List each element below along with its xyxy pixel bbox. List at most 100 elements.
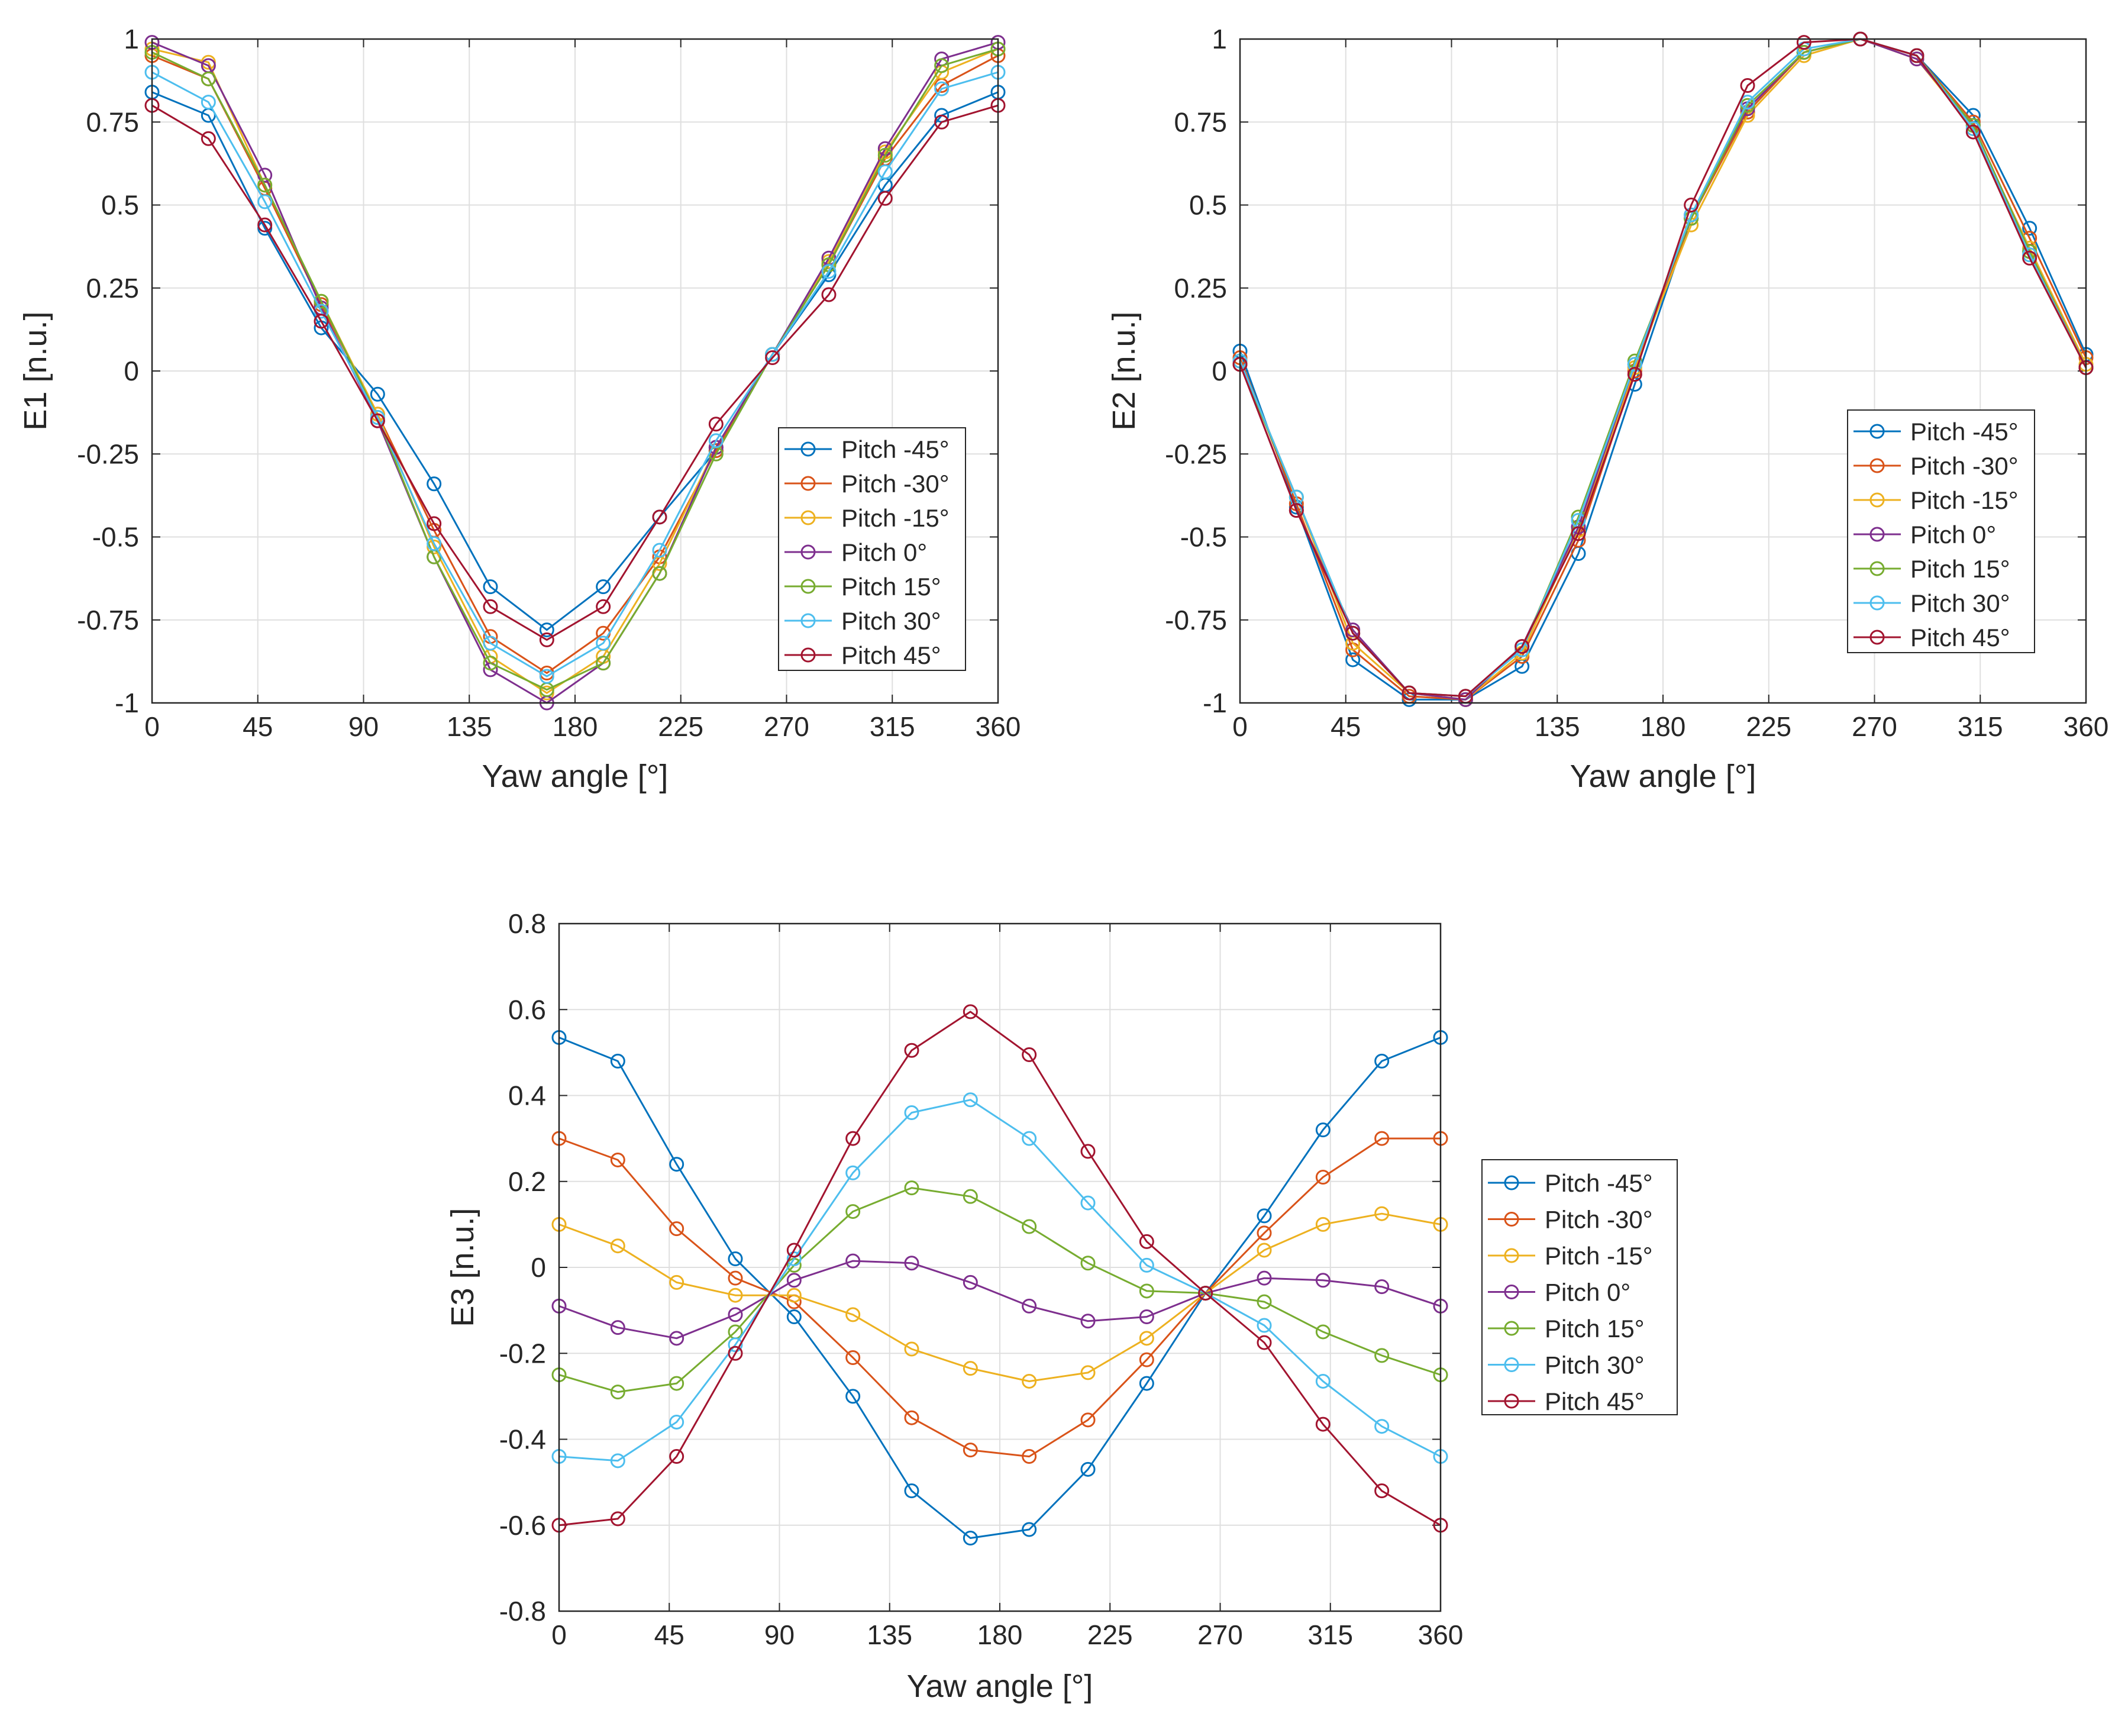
data-point <box>2022 250 2037 266</box>
data-point <box>728 1251 743 1266</box>
data-point <box>1374 1419 1390 1434</box>
data-point <box>786 1309 802 1325</box>
y-tick-label: 0.25 <box>1174 273 1227 304</box>
x-tick-label: 45 <box>243 711 273 742</box>
legend-marker <box>800 476 816 491</box>
y-tick-label: -0.6 <box>499 1510 546 1541</box>
data-point <box>904 1043 919 1058</box>
data-point <box>1022 1449 1037 1464</box>
legend-marker <box>800 613 816 628</box>
y-tick-label: -1 <box>115 688 139 718</box>
data-point <box>1374 1348 1390 1363</box>
data-point <box>1080 1314 1096 1329</box>
data-point <box>427 516 442 531</box>
data-point <box>596 599 611 614</box>
legend-marker <box>1869 630 1885 645</box>
x-tick-label: 90 <box>764 1619 795 1650</box>
chart-e1: 0 45 90 135 180 225 270 315 360 -1 -0.75 -0.5 -0.25 0… <box>18 24 1021 794</box>
legend-marker <box>1869 424 1885 439</box>
x-tick-label: 135 <box>867 1619 912 1650</box>
data-point <box>1402 685 1417 701</box>
legend-marker <box>1504 1285 1519 1299</box>
data-point <box>596 635 611 651</box>
legend-box <box>1481 1159 1678 1415</box>
legend-marker <box>1504 1393 1519 1409</box>
y-tick-label: -0.8 <box>499 1596 546 1627</box>
legend: Pitch -45° Pitch -30° Pitch -15° Pitch 0° Pi… <box>1847 409 2035 653</box>
data-point <box>845 1253 861 1269</box>
y-tick-label: 0.8 <box>508 908 546 939</box>
data-point <box>1374 1279 1390 1295</box>
data-point <box>1374 1053 1390 1069</box>
series-line <box>151 91 999 631</box>
data-point <box>257 217 273 233</box>
data-point <box>904 1341 919 1357</box>
y-tick-label: -0.5 <box>1180 522 1227 553</box>
y-tick-label: 0 <box>1212 356 1227 386</box>
data-point <box>1374 1131 1390 1146</box>
x-tick-label: 315 <box>1958 711 2003 742</box>
data-point <box>652 543 667 558</box>
data-point <box>821 264 837 279</box>
data-point <box>1022 1373 1037 1389</box>
data-point <box>963 1361 978 1376</box>
y-tick-label: -0.5 <box>92 522 139 553</box>
x-tick-label: 45 <box>1331 711 1361 742</box>
y-tick-label: 0.75 <box>86 107 139 137</box>
data-point <box>610 1385 625 1400</box>
x-tick-label: 225 <box>1746 711 1791 742</box>
legend-marker <box>800 544 816 560</box>
data-point <box>610 1453 625 1469</box>
y-tick-label: 0 <box>531 1252 546 1283</box>
data-point <box>877 147 893 163</box>
legend-label: Pitch 0° <box>1545 1279 1630 1306</box>
y-axis-label: E3 [n.u.] <box>445 1208 480 1327</box>
data-point <box>652 566 667 581</box>
data-point <box>904 1256 919 1271</box>
data-point <box>1080 1461 1096 1477</box>
data-point <box>539 669 554 684</box>
data-point <box>728 1307 743 1322</box>
data-point <box>1257 1225 1272 1241</box>
data-point <box>963 1274 978 1290</box>
x-tick-label: 90 <box>348 711 379 742</box>
data-point <box>483 656 498 671</box>
legend-marker <box>1869 527 1885 542</box>
data-point <box>610 1152 625 1167</box>
legend-box <box>1847 409 2035 653</box>
data-point <box>1315 1373 1331 1389</box>
series-line <box>1239 38 2087 698</box>
legend-label: Pitch 15° <box>841 573 941 601</box>
data-point <box>1627 367 1642 382</box>
y-tick-label: 0.2 <box>508 1166 546 1197</box>
data-point <box>786 1251 802 1266</box>
data-point <box>1684 198 1699 212</box>
series-line <box>558 1212 1441 1382</box>
x-tick-label: 135 <box>447 711 492 742</box>
x-tick-label: 270 <box>1197 1619 1243 1650</box>
y-tick-label: -0.75 <box>1165 605 1227 635</box>
x-tick-label: 0 <box>144 711 160 742</box>
data-point <box>1315 1217 1331 1232</box>
legend-label: Pitch 45° <box>841 641 941 669</box>
series-line <box>1239 38 2087 701</box>
series-line <box>151 48 999 691</box>
data-point <box>904 1483 919 1499</box>
x-tick-label: 0 <box>551 1619 567 1650</box>
legend-label: Pitch 45° <box>1910 624 2010 651</box>
data-point <box>652 509 667 525</box>
data-point <box>728 1288 743 1303</box>
data-point <box>539 622 554 638</box>
data-point <box>1022 1219 1037 1234</box>
data-point <box>963 1004 978 1019</box>
data-point <box>1740 95 1755 110</box>
legend-label: Pitch 15° <box>1545 1315 1645 1343</box>
data-point <box>904 1410 919 1425</box>
legend-marker <box>800 510 816 525</box>
legend-box <box>778 427 966 671</box>
chart-e2: 0 45 90 135 180 225 270 315 360 -1 -0.75 -0.5 -0.25 0… <box>1106 24 2108 794</box>
legend-label: Pitch -30° <box>1910 452 2019 480</box>
data-point <box>1315 1273 1331 1288</box>
legend-label: Pitch -15° <box>841 504 950 532</box>
